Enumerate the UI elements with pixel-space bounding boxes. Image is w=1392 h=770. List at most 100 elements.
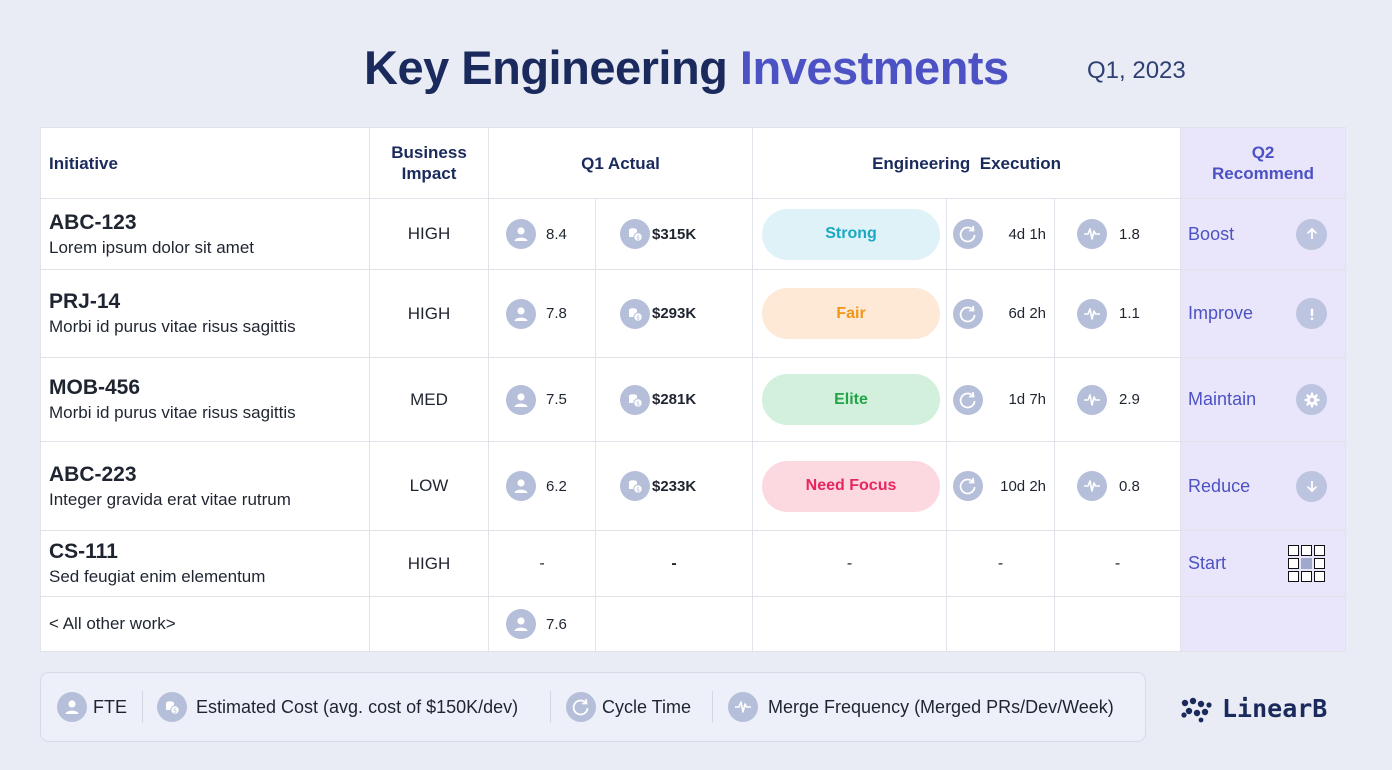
fte-value: 6.2 xyxy=(546,477,567,495)
period-label: Q1, 2023 xyxy=(1087,57,1186,84)
fte-value: 7.5 xyxy=(546,391,567,408)
status-cell: Fair xyxy=(752,269,948,358)
cost-value: $315K xyxy=(652,225,697,243)
cost-value: $281K xyxy=(652,391,697,408)
merge-cell: 0.8 xyxy=(1054,441,1182,531)
status-badge: Elite xyxy=(762,374,941,425)
header-engineering-execution: Engineering Execution xyxy=(752,127,1182,199)
exclamation-icon[interactable] xyxy=(1296,298,1328,329)
initiative-id: CS-111 xyxy=(49,540,118,563)
impact-cell: HIGH xyxy=(369,530,489,597)
fte-cell: 6.2 xyxy=(488,441,596,531)
recommendation-label[interactable]: Boost xyxy=(1188,223,1235,244)
cycle-value: 10d 2h xyxy=(1000,477,1047,495)
legend-divider xyxy=(142,691,143,723)
cycle-value: 4d 1h xyxy=(1008,225,1047,243)
svg-text:$: $ xyxy=(636,235,640,242)
svg-text:$: $ xyxy=(173,708,177,715)
initiative-description: Morbi id purus vitae risus sagittis xyxy=(49,403,296,422)
header-recommend-label: Q2 Recommend xyxy=(1212,143,1315,183)
page-title: Key Engineering Investments xyxy=(364,40,1009,95)
merge-cell: 2.9 xyxy=(1054,357,1182,442)
initiative-cell: MOB-456 Morbi id purus vitae risus sagitt… xyxy=(40,357,370,442)
status-cell xyxy=(752,596,948,652)
person-icon xyxy=(506,298,536,329)
header-initiative: Initiative xyxy=(40,127,370,199)
legend-merge: Merge Frequency (Merged PRs/Dev/Week) xyxy=(728,692,1114,722)
gear-icon[interactable] xyxy=(1296,384,1328,415)
arrow-down-icon[interactable] xyxy=(1296,470,1328,502)
fte-cell: 7.8 xyxy=(488,269,596,358)
brand-logo: LinearB xyxy=(1180,693,1327,723)
pulse-icon xyxy=(728,692,758,722)
initiative-id: PRJ-14 xyxy=(49,290,121,313)
status-cell: - xyxy=(752,530,948,597)
grid-icon[interactable] xyxy=(1288,545,1326,582)
legend-divider xyxy=(712,691,713,723)
person-icon xyxy=(506,609,536,639)
fte-cell: 7.5 xyxy=(488,357,596,442)
merge-value: 1.8 xyxy=(1119,225,1140,243)
cycle-cell: 6d 2h xyxy=(946,269,1056,358)
cycle-cell xyxy=(946,596,1056,652)
svg-text:$: $ xyxy=(636,400,640,407)
recommend-cell: Boost xyxy=(1180,198,1347,270)
status-cell: Need Focus xyxy=(752,441,948,531)
legend-cost-label: Estimated Cost (avg. cost of $150K/dev) xyxy=(196,696,519,717)
pulse-icon xyxy=(1077,471,1108,501)
header-q1-actual: Q1 Actual xyxy=(487,127,754,199)
cycle-cell: - xyxy=(946,530,1056,597)
cycle-icon xyxy=(953,298,984,329)
fte-value: 7.8 xyxy=(546,305,567,322)
investments-table: Initiative Business Impact Q1 Actual Eng… xyxy=(40,127,1347,652)
person-icon xyxy=(506,471,536,501)
header-impact: Business Impact xyxy=(369,127,489,199)
fte-cell: - xyxy=(488,530,596,597)
recommendation-label[interactable]: Maintain xyxy=(1188,389,1257,409)
initiative-cell: ABC-223 Integer gravida erat vitae rutrum xyxy=(40,441,370,531)
merge-value: 2.9 xyxy=(1119,391,1140,408)
recommend-cell: Maintain xyxy=(1180,357,1347,442)
other-work-label: < All other work> xyxy=(40,596,370,652)
header: Key Engineering Investments Q1, 2023 xyxy=(0,40,1392,100)
cost-cell: $ $281K xyxy=(594,357,754,442)
cost-value: $293K xyxy=(652,305,697,322)
initiative-cell: CS-111 Sed feugiat enim elementum xyxy=(40,530,370,597)
linearb-logo-icon xyxy=(1181,697,1212,723)
arrow-up-icon[interactable] xyxy=(1296,218,1328,250)
cycle-cell: 1d 7h xyxy=(946,357,1056,442)
header-impact-label: Business Impact xyxy=(391,143,467,183)
status-cell: Elite xyxy=(752,357,948,442)
status-badge: Strong xyxy=(762,208,941,260)
initiative-cell: ABC-123 Lorem ipsum dolor sit amet xyxy=(40,198,370,270)
legend-divider xyxy=(550,691,551,723)
initiative-id: ABC-123 xyxy=(49,210,137,234)
initiative-id: ABC-223 xyxy=(49,462,137,486)
recommend-cell: Reduce xyxy=(1180,441,1347,531)
legend-fte-label: FTE xyxy=(93,696,127,717)
table-row: ABC-223 Integer gravida erat vitae rutrum… xyxy=(40,441,1347,531)
recommendation-label[interactable]: Start xyxy=(1188,553,1227,573)
title-accent: Investments xyxy=(739,41,1009,94)
svg-text:$: $ xyxy=(636,487,640,494)
title-main: Key Engineering xyxy=(364,41,728,94)
recommendation-label[interactable]: Improve xyxy=(1188,303,1254,323)
initiative-cell: PRJ-14 Morbi id purus vitae risus sagitti… xyxy=(40,269,370,358)
recommend-cell: Start xyxy=(1180,530,1347,597)
impact-cell: HIGH xyxy=(369,198,489,270)
merge-cell xyxy=(1054,596,1182,652)
cost-value: $233K xyxy=(652,477,697,495)
svg-text:$: $ xyxy=(636,314,640,321)
impact-cell: MED xyxy=(369,357,489,442)
cycle-icon xyxy=(953,471,984,501)
recommendation-label[interactable]: Reduce xyxy=(1188,475,1251,496)
brand-name: LinearB xyxy=(1222,693,1328,723)
initiative-description: Morbi id purus vitae risus sagittis xyxy=(49,317,296,336)
fte-value: 8.4 xyxy=(546,225,567,243)
impact-cell xyxy=(369,596,489,652)
cost-cell: $ $315K xyxy=(594,198,754,270)
fte-value: 7.6 xyxy=(546,615,567,633)
header-row: Initiative Business Impact Q1 Actual Eng… xyxy=(40,127,1347,199)
recommend-cell: Improve xyxy=(1180,269,1347,358)
cycle-value: 6d 2h xyxy=(1008,305,1047,322)
